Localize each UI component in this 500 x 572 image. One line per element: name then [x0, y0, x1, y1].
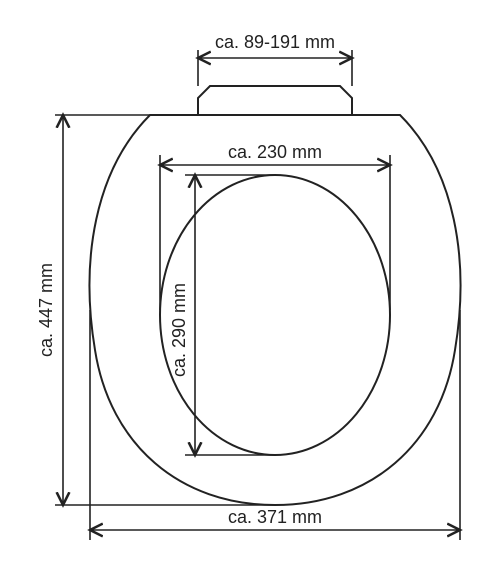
label-inner-height: ca. 290 mm: [169, 283, 189, 377]
label-hinge-width: ca. 89-191 mm: [215, 32, 335, 52]
label-outer-height: ca. 447 mm: [36, 263, 56, 357]
hinge: [198, 86, 352, 114]
label-outer-width: ca. 371 mm: [228, 507, 322, 527]
dim-hinge-width: ca. 89-191 mm: [198, 32, 352, 86]
seat-outline: [90, 115, 461, 505]
label-inner-width: ca. 230 mm: [228, 142, 322, 162]
